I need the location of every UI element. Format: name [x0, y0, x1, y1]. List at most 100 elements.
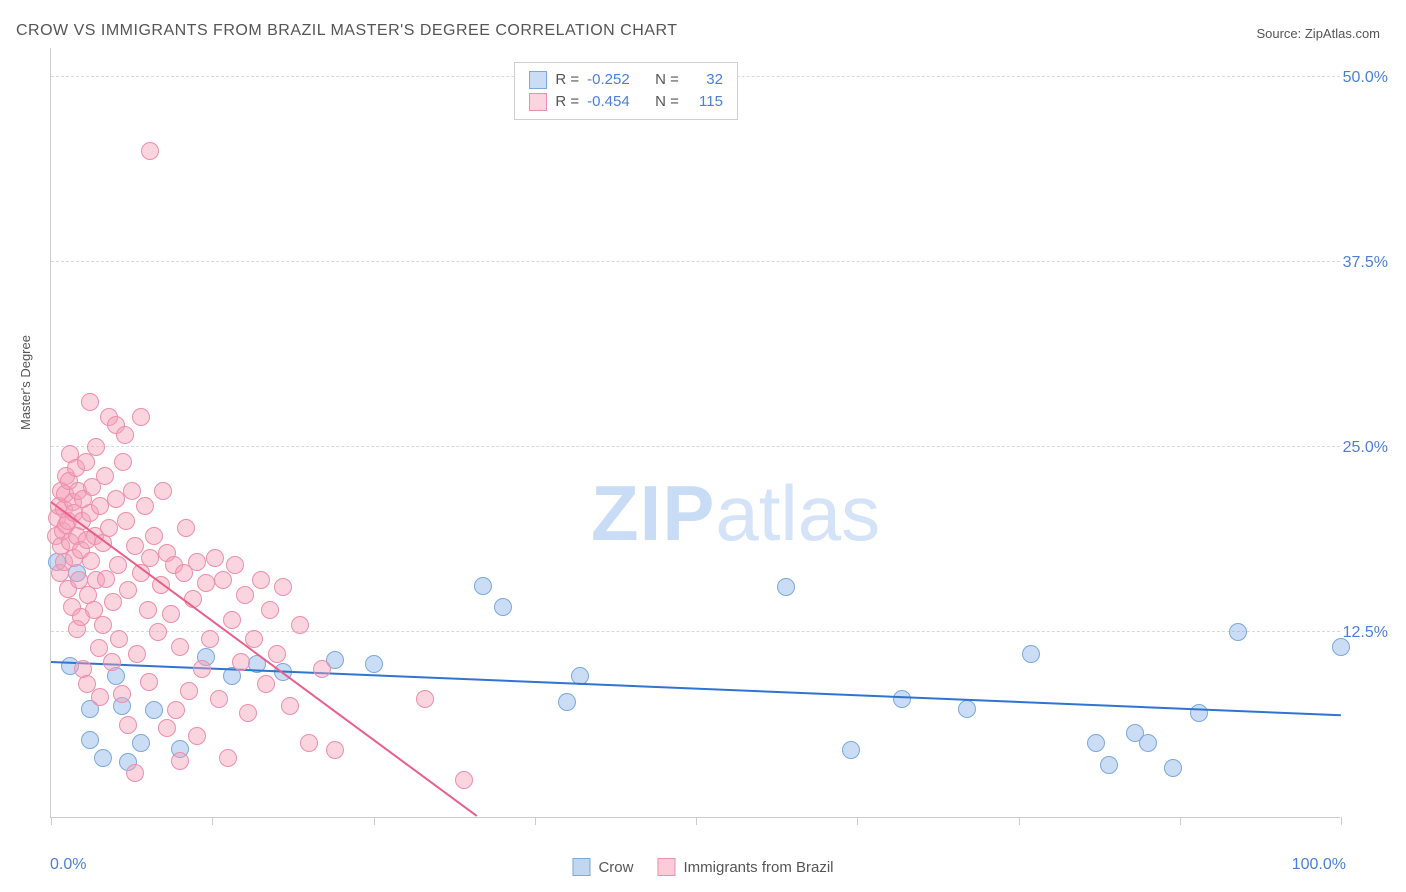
scatter-point: [171, 752, 189, 770]
scatter-point: [494, 598, 512, 616]
scatter-point: [145, 527, 163, 545]
legend-n-label: N =: [655, 69, 679, 91]
scatter-point: [81, 393, 99, 411]
scatter-point: [1190, 704, 1208, 722]
scatter-point: [300, 734, 318, 752]
bottom-legend-item: Immigrants from Brazil: [657, 858, 833, 876]
scatter-point: [141, 549, 159, 567]
scatter-point: [145, 701, 163, 719]
scatter-point: [107, 490, 125, 508]
x-tick: [696, 817, 697, 825]
scatter-point: [219, 749, 237, 767]
scatter-point: [128, 645, 146, 663]
scatter-point: [180, 682, 198, 700]
scatter-point: [193, 660, 211, 678]
scatter-point: [226, 556, 244, 574]
bottom-legend: CrowImmigrants from Brazil: [572, 858, 833, 876]
scatter-point: [132, 734, 150, 752]
scatter-point: [416, 690, 434, 708]
legend-r-label: R =: [555, 69, 579, 91]
scatter-point: [281, 697, 299, 715]
legend-r-value: -0.454: [587, 91, 647, 113]
scatter-point: [177, 519, 195, 537]
scatter-point: [171, 638, 189, 656]
scatter-point: [1022, 645, 1040, 663]
source-attribution: Source: ZipAtlas.com: [1256, 26, 1380, 41]
scatter-point: [94, 749, 112, 767]
x-axis-min-label: 0.0%: [50, 856, 86, 874]
scatter-point: [326, 741, 344, 759]
scatter-point: [91, 688, 109, 706]
watermark: ZIPatlas: [591, 468, 880, 559]
legend-r-label: R =: [555, 91, 579, 113]
scatter-point: [252, 571, 270, 589]
scatter-point: [365, 655, 383, 673]
y-tick-label: 37.5%: [1343, 254, 1388, 272]
y-tick-label: 12.5%: [1343, 624, 1388, 642]
scatter-point: [197, 574, 215, 592]
scatter-point: [132, 408, 150, 426]
x-tick: [374, 817, 375, 825]
legend-swatch: [572, 858, 590, 876]
scatter-point: [87, 438, 105, 456]
scatter-point: [239, 704, 257, 722]
scatter-point: [103, 653, 121, 671]
scatter-point: [223, 611, 241, 629]
scatter-point: [149, 623, 167, 641]
scatter-point: [214, 571, 232, 589]
y-tick-label: 25.0%: [1343, 439, 1388, 457]
scatter-point: [842, 741, 860, 759]
x-tick: [1341, 817, 1342, 825]
scatter-point: [119, 716, 137, 734]
scatter-point: [1100, 756, 1118, 774]
legend-row: R =-0.252N =32: [529, 69, 723, 91]
scatter-point: [455, 771, 473, 789]
scatter-point: [126, 764, 144, 782]
scatter-point: [116, 426, 134, 444]
scatter-point: [236, 586, 254, 604]
gridline: [51, 446, 1340, 447]
scatter-point: [188, 727, 206, 745]
scatter-point: [162, 605, 180, 623]
scatter-point: [140, 673, 158, 691]
scatter-point: [123, 482, 141, 500]
scatter-point: [261, 601, 279, 619]
legend-label: Immigrants from Brazil: [683, 859, 833, 876]
x-tick: [857, 817, 858, 825]
x-tick: [535, 817, 536, 825]
scatter-point: [141, 142, 159, 160]
scatter-point: [558, 693, 576, 711]
scatter-point: [1164, 759, 1182, 777]
scatter-point: [958, 700, 976, 718]
plot-area: ZIPatlas: [50, 48, 1340, 818]
x-axis-max-label: 100.0%: [1292, 856, 1346, 874]
legend-row: R =-0.454N =115: [529, 91, 723, 113]
scatter-point: [777, 578, 795, 596]
scatter-point: [77, 453, 95, 471]
scatter-point: [210, 690, 228, 708]
scatter-point: [1229, 623, 1247, 641]
scatter-point: [257, 675, 275, 693]
scatter-point: [291, 616, 309, 634]
scatter-point: [117, 512, 135, 530]
scatter-point: [82, 552, 100, 570]
scatter-point: [474, 577, 492, 595]
x-tick: [212, 817, 213, 825]
scatter-point: [1139, 734, 1157, 752]
scatter-point: [110, 630, 128, 648]
chart-title: CROW VS IMMIGRANTS FROM BRAZIL MASTER'S …: [16, 22, 677, 40]
gridline: [51, 261, 1340, 262]
y-tick-label: 50.0%: [1343, 69, 1388, 87]
scatter-point: [81, 731, 99, 749]
scatter-point: [158, 719, 176, 737]
y-axis-label: Master's Degree: [18, 335, 33, 430]
scatter-point: [274, 578, 292, 596]
scatter-point: [206, 549, 224, 567]
scatter-point: [136, 497, 154, 515]
scatter-point: [201, 630, 219, 648]
scatter-point: [167, 701, 185, 719]
scatter-point: [139, 601, 157, 619]
scatter-point: [94, 616, 112, 634]
scatter-point: [1087, 734, 1105, 752]
scatter-point: [188, 553, 206, 571]
